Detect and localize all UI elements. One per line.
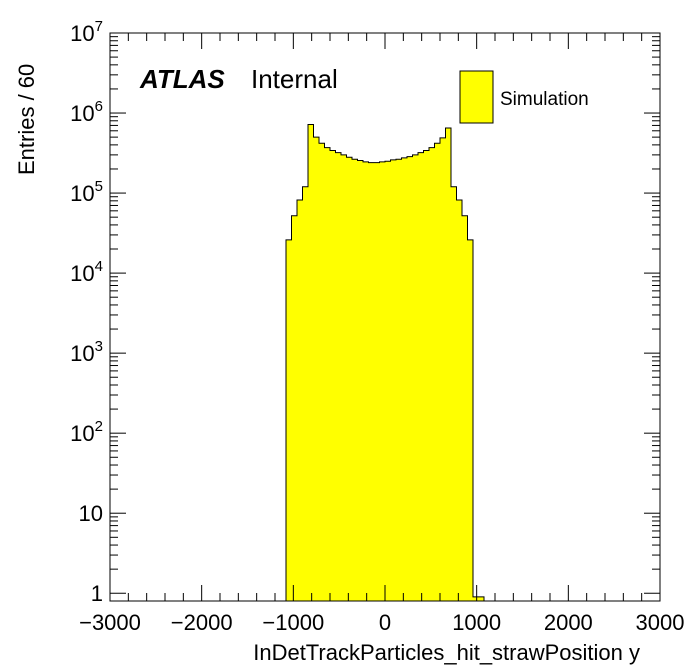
histogram-bar xyxy=(341,154,347,601)
y-tick-label: 106 xyxy=(70,98,103,126)
histogram-bar xyxy=(357,160,364,601)
x-tick-label: 0 xyxy=(379,610,391,635)
histogram-bar xyxy=(418,152,424,601)
histogram-bar xyxy=(374,162,380,601)
histogram-bar xyxy=(456,199,463,601)
histogram-bars xyxy=(285,123,485,602)
histogram-bar xyxy=(291,215,298,601)
histogram-bar xyxy=(440,137,446,601)
histogram-bar xyxy=(363,161,369,601)
y-tick-label: 107 xyxy=(70,18,103,46)
histogram-bar xyxy=(368,162,375,601)
histogram-bar xyxy=(451,186,457,601)
x-axis-label: InDetTrackParticles_hit_strawPosition y xyxy=(253,640,640,665)
histogram-bar xyxy=(319,143,325,601)
histogram-bar xyxy=(401,157,408,601)
histogram-bar xyxy=(396,159,402,601)
x-tick-label: 1000 xyxy=(452,610,501,635)
y-tick-label: 10 xyxy=(79,501,103,526)
histogram-bar xyxy=(390,159,397,601)
histogram-bar xyxy=(407,156,413,601)
histogram-bar xyxy=(379,161,386,601)
histogram-bar xyxy=(286,239,292,602)
y-axis-label: Entries / 60 xyxy=(14,64,39,175)
x-tick-label: −2000 xyxy=(171,610,233,635)
histogram-bar xyxy=(429,147,435,601)
histogram-bar xyxy=(473,596,479,601)
histogram-bar xyxy=(445,128,452,601)
histogram-bar xyxy=(412,154,419,601)
legend-label: Simulation xyxy=(500,89,589,110)
x-axis-ticks: −3000 −2000 −1000 0 1000 2000 3000 xyxy=(79,33,684,635)
histogram-bar xyxy=(467,239,474,602)
y-tick-label: 102 xyxy=(70,418,103,446)
histogram-bar xyxy=(352,159,358,601)
x-tick-label: 2000 xyxy=(544,610,593,635)
legend-swatch xyxy=(459,70,494,124)
histogram-bar xyxy=(330,150,336,601)
histogram-bar xyxy=(335,152,342,601)
histogram-bar xyxy=(434,143,441,601)
y-tick-label: 104 xyxy=(70,258,103,286)
histogram-bar xyxy=(313,137,320,601)
histogram-bar xyxy=(478,596,485,601)
histogram-bar xyxy=(423,150,430,601)
y-tick-label: 105 xyxy=(70,178,103,206)
atlas-label: ATLAS xyxy=(139,64,225,94)
legend: Simulation xyxy=(459,70,589,124)
y-axis-ticks: 1 10 102 103 104 105 106 107 xyxy=(70,18,660,606)
x-tick-label: 3000 xyxy=(636,610,685,635)
y-tick-label: 103 xyxy=(70,338,103,366)
histogram-bar xyxy=(385,161,391,602)
histogram-bar xyxy=(297,199,303,601)
histogram-bar xyxy=(462,215,468,601)
x-tick-label: −3000 xyxy=(79,610,141,635)
y-tick-label: 1 xyxy=(91,581,103,606)
x-tick-label: −1000 xyxy=(262,610,324,635)
histogram-bar xyxy=(308,124,314,602)
histogram-bar xyxy=(324,147,331,601)
histogram-bar xyxy=(302,186,309,601)
histogram-bar xyxy=(346,157,353,602)
histogram-outline xyxy=(285,123,485,601)
atlas-internal-label: Internal xyxy=(251,64,338,94)
